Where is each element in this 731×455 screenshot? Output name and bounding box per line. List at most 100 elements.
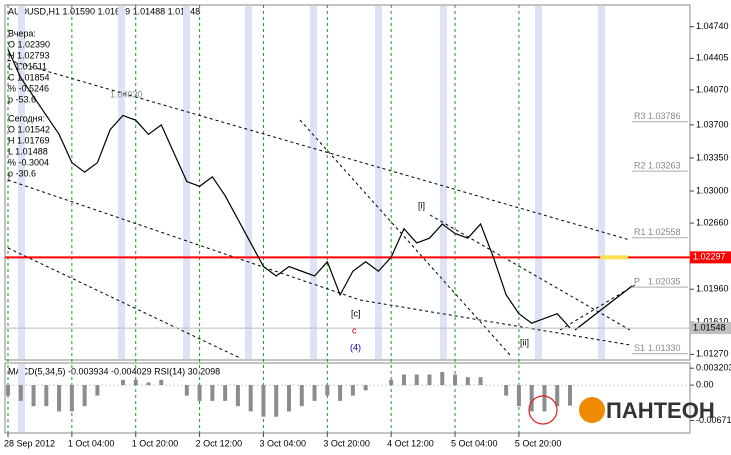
info-line: Сегодня: bbox=[8, 113, 45, 123]
trend-line bbox=[559, 284, 636, 331]
macd-frame bbox=[4, 362, 691, 434]
macd-bar bbox=[57, 385, 62, 412]
x-tick-label: 1 Oct 04:00 bbox=[68, 438, 115, 448]
y-tick-label: 1.04070 bbox=[696, 84, 729, 94]
macd-bar bbox=[274, 385, 279, 417]
macd-bar bbox=[287, 385, 291, 412]
macd-tick-label: -0.00671 bbox=[696, 415, 731, 425]
macd-bar bbox=[363, 385, 368, 391]
macd-bar bbox=[197, 385, 202, 401]
macd-title: MACD(5,34,5) -0.003934 -0.004029 RSI(14)… bbox=[8, 366, 220, 376]
chart-title: AUDUSD,H1 1.01590 1.01619 1.01488 1.0154… bbox=[8, 6, 200, 16]
macd-bar bbox=[235, 385, 240, 407]
macd-bar bbox=[465, 377, 470, 386]
macd-bar bbox=[223, 385, 228, 401]
session-band bbox=[183, 6, 190, 359]
pivot-label: 1.02558 bbox=[648, 227, 681, 237]
highlight-circle bbox=[528, 395, 558, 425]
last-price-label: 1.01548 bbox=[693, 322, 726, 332]
main-frame bbox=[4, 4, 691, 361]
macd-bar bbox=[568, 385, 572, 406]
macd-bar bbox=[18, 385, 23, 401]
macd-bar bbox=[401, 374, 406, 386]
macd-bar bbox=[325, 385, 330, 396]
pivot-name: R3 bbox=[634, 111, 646, 121]
pivot-name: R2 bbox=[634, 161, 646, 171]
macd-tick-label: 0.00 bbox=[696, 379, 714, 389]
macd-bar bbox=[555, 385, 560, 407]
y-tick-label: 1.01960 bbox=[696, 284, 729, 294]
macd-bar bbox=[478, 377, 483, 386]
info-line: p -53.6 bbox=[8, 94, 36, 104]
pivot-label: 1.03786 bbox=[648, 111, 681, 121]
info-line: H 1.02793 bbox=[8, 50, 50, 60]
x-tick-label: 2 Oct 12:00 bbox=[196, 438, 243, 448]
pivot-label: 1.01330 bbox=[648, 343, 681, 353]
y-tick-label: 1.03350 bbox=[696, 152, 729, 162]
y-tick-label: 1.01270 bbox=[696, 349, 729, 359]
macd-tick-label: 0.003203 bbox=[696, 363, 731, 373]
y-tick-label: 1.04740 bbox=[696, 21, 729, 31]
macd-bar bbox=[440, 371, 445, 386]
trend-line bbox=[359, 299, 631, 346]
macd-bar bbox=[542, 385, 547, 412]
macd-bar bbox=[146, 382, 151, 386]
macd-bar bbox=[120, 379, 125, 386]
annotation: (4) bbox=[350, 342, 361, 352]
macd-bar bbox=[516, 385, 521, 407]
info-line: O 1.01542 bbox=[8, 124, 50, 134]
macd-bar bbox=[338, 385, 343, 401]
macd-bar bbox=[389, 379, 394, 386]
macd-bar bbox=[427, 374, 432, 386]
info-line: C 1.01854 bbox=[8, 72, 50, 82]
pivot-label: 1.03263 bbox=[648, 161, 681, 171]
macd-bar bbox=[69, 385, 74, 412]
macd-bar bbox=[44, 385, 49, 407]
session-band bbox=[245, 6, 252, 359]
session-band bbox=[310, 6, 317, 359]
session-band bbox=[375, 6, 382, 359]
level-highlight bbox=[600, 255, 628, 260]
macd-bar bbox=[312, 385, 317, 401]
y-tick-label: 1.01610 bbox=[696, 317, 729, 327]
session-band bbox=[598, 6, 605, 359]
x-tick-label: 3 Oct 04:00 bbox=[259, 438, 306, 448]
info-line: L 1.01488 bbox=[8, 146, 48, 156]
info-line: O 1.02390 bbox=[8, 39, 50, 49]
macd-bar bbox=[82, 385, 87, 407]
level-label: 1.02297 bbox=[693, 252, 726, 262]
price-line bbox=[7, 49, 571, 329]
annotation: 1.04030 bbox=[110, 89, 143, 99]
info-line: L 1.01511 bbox=[8, 61, 47, 71]
trend-line bbox=[429, 214, 631, 331]
macd-bar bbox=[350, 385, 355, 396]
pivot-name: S1 bbox=[634, 343, 645, 353]
macd-bar bbox=[210, 385, 215, 401]
trend-line bbox=[574, 285, 633, 331]
info-line: p -30.6 bbox=[8, 168, 36, 178]
macd-bar bbox=[248, 385, 253, 412]
trend-line bbox=[7, 179, 361, 301]
macd-bar bbox=[504, 385, 509, 396]
x-tick-label: 28 Sep 2012 bbox=[4, 438, 55, 448]
annotation: [ii] bbox=[520, 337, 529, 347]
level-box bbox=[690, 251, 731, 264]
annotation: [c] bbox=[351, 308, 361, 318]
y-tick-label: 1.03000 bbox=[696, 185, 729, 195]
annotation: c bbox=[352, 325, 357, 335]
macd-bar bbox=[31, 385, 36, 407]
macd-bar bbox=[6, 385, 10, 396]
y-tick-label: 1.04405 bbox=[696, 53, 729, 63]
x-tick-label: 5 Oct 20:00 bbox=[515, 438, 562, 448]
macd-bar bbox=[159, 379, 164, 386]
session-band bbox=[440, 6, 447, 359]
macd-bar bbox=[184, 385, 189, 396]
info-line: % -0.3004 bbox=[8, 157, 49, 167]
pivot-label: 1.02035 bbox=[648, 276, 681, 286]
macd-bar bbox=[414, 374, 419, 386]
session-band bbox=[535, 6, 542, 359]
macd-bar bbox=[299, 385, 304, 407]
macd-bar bbox=[529, 385, 534, 412]
pivot-name: P bbox=[634, 276, 640, 286]
